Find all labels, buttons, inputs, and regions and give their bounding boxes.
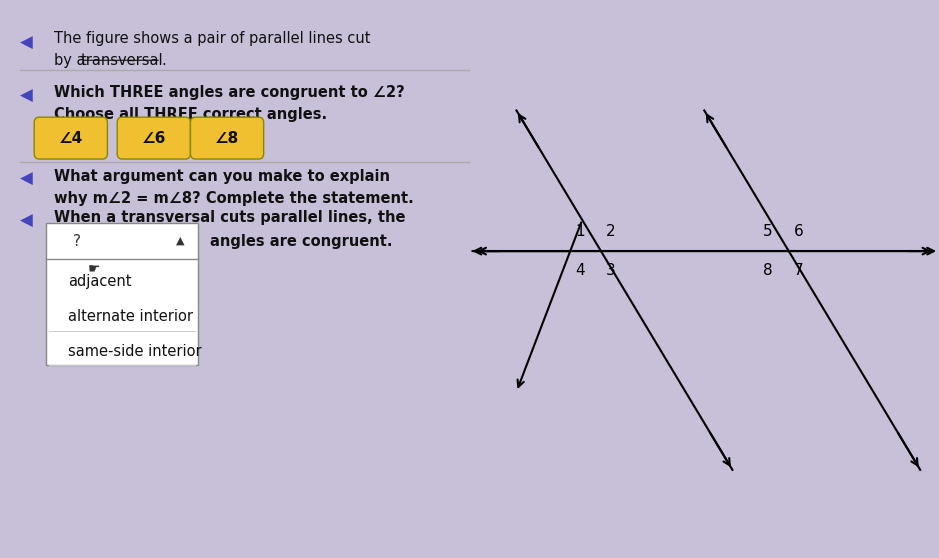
- FancyBboxPatch shape: [46, 223, 198, 259]
- FancyBboxPatch shape: [34, 117, 107, 159]
- Text: When a transversal cuts parallel lines, the: When a transversal cuts parallel lines, …: [54, 210, 406, 225]
- Text: 6: 6: [793, 224, 804, 239]
- Text: .: .: [162, 53, 166, 68]
- FancyBboxPatch shape: [117, 117, 191, 159]
- Text: Choose all THREE correct angles.: Choose all THREE correct angles.: [54, 107, 327, 122]
- Text: 3: 3: [606, 263, 616, 278]
- Text: The figure shows a pair of parallel lines cut: The figure shows a pair of parallel line…: [54, 31, 370, 46]
- FancyBboxPatch shape: [191, 117, 264, 159]
- Text: ∠8: ∠8: [215, 131, 239, 146]
- Text: ▲: ▲: [177, 236, 185, 246]
- Text: angles are congruent.: angles are congruent.: [210, 234, 393, 248]
- Text: transversal: transversal: [81, 53, 163, 68]
- Text: Which THREE angles are congruent to ∠2?: Which THREE angles are congruent to ∠2?: [54, 85, 405, 100]
- Text: ◀: ◀: [20, 86, 32, 104]
- Text: ◀: ◀: [20, 212, 32, 230]
- Text: ∠4: ∠4: [58, 131, 83, 146]
- Text: 4: 4: [575, 263, 584, 278]
- Text: 7: 7: [793, 263, 804, 278]
- Text: 1: 1: [575, 224, 584, 239]
- Text: why m∠2 = m∠8? Complete the statement.: why m∠2 = m∠8? Complete the statement.: [54, 191, 413, 206]
- Text: 2: 2: [606, 224, 616, 239]
- Text: ◀: ◀: [20, 170, 32, 188]
- FancyBboxPatch shape: [46, 257, 198, 365]
- Text: What argument can you make to explain: What argument can you make to explain: [54, 169, 390, 184]
- Text: ?: ?: [73, 234, 82, 248]
- Text: ☛: ☛: [88, 262, 100, 277]
- Text: same-side interior: same-side interior: [69, 344, 202, 359]
- Text: 5: 5: [762, 224, 772, 239]
- Text: ∠6: ∠6: [142, 131, 166, 146]
- Text: ◀: ◀: [20, 33, 32, 51]
- Text: alternate interior: alternate interior: [69, 310, 193, 324]
- Text: adjacent: adjacent: [69, 275, 131, 289]
- Text: 8: 8: [762, 263, 772, 278]
- Text: by a: by a: [54, 53, 90, 68]
